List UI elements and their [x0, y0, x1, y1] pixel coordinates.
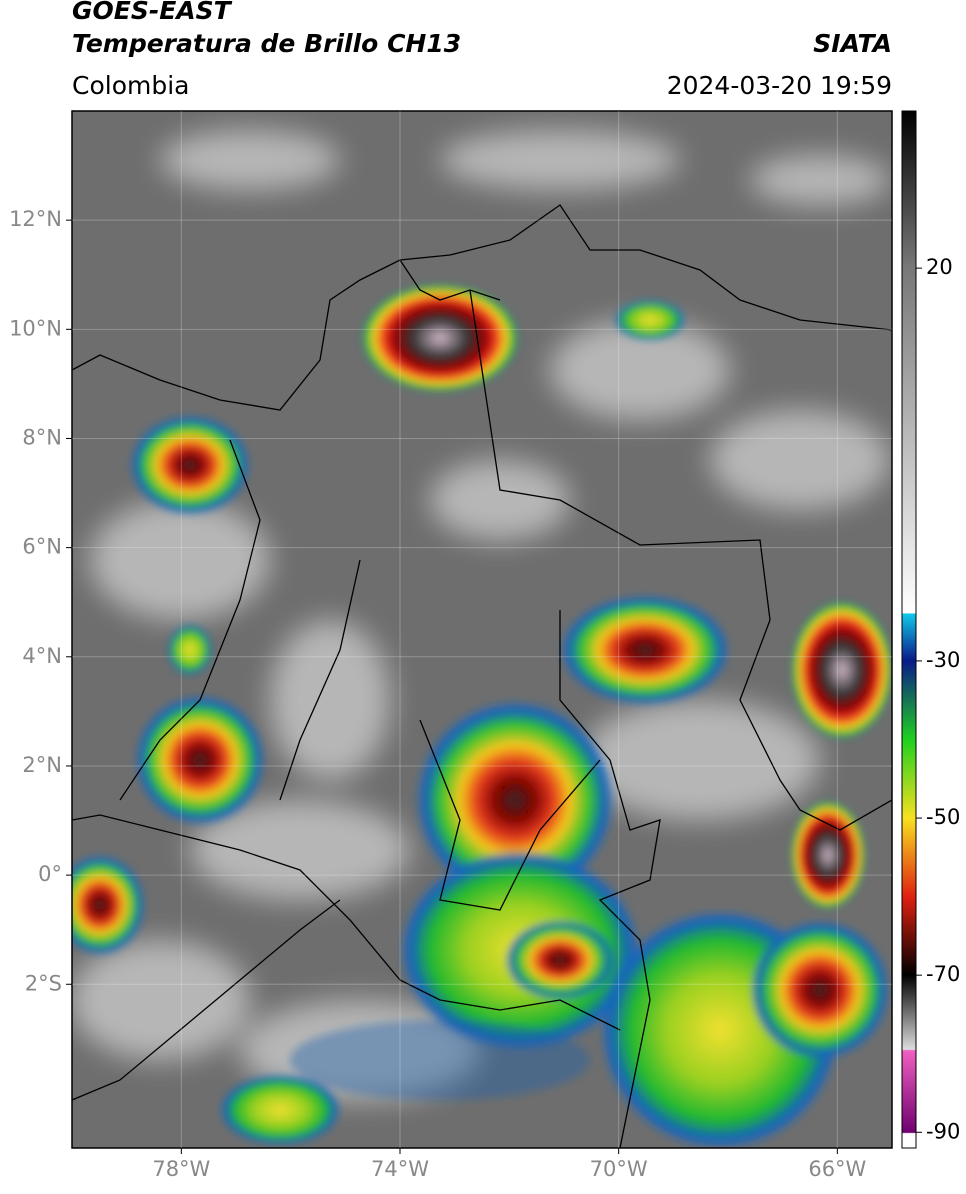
subtitle: Temperatura de Brillo CH13: [72, 29, 461, 58]
datetime: 2024-03-20 19:59: [667, 71, 892, 100]
x-tick-label: 66°W: [808, 1157, 866, 1181]
colorbar: [901, 110, 917, 1149]
colorbar-tick-label: -90: [926, 1119, 960, 1143]
y-tick-label: 2°N: [22, 753, 62, 777]
y-tick-label: 6°N: [22, 535, 62, 559]
y-tick-label: 10°N: [9, 316, 62, 340]
colorbar-tick-label: -50: [926, 805, 960, 829]
map-frame: [71, 110, 893, 1149]
satellite-image: [72, 111, 892, 1148]
source: SIATA: [813, 29, 892, 58]
y-tick-label: 8°N: [22, 425, 62, 449]
y-tick-label: 2°S: [25, 971, 62, 995]
borders: [72, 204, 892, 1148]
colorbar-tick-label: -30: [926, 648, 960, 672]
colorbar-tick-label: -70: [926, 962, 960, 986]
y-tick-label: 12°N: [9, 207, 62, 231]
y-tick-label: 0°: [38, 862, 62, 886]
region: Colombia: [72, 71, 189, 100]
colorbar-tick-label: 20: [926, 255, 953, 279]
x-tick-label: 70°W: [590, 1157, 648, 1181]
title: GOES-EAST: [72, 0, 233, 25]
x-tick-label: 74°W: [371, 1157, 429, 1181]
y-tick-label: 4°N: [22, 644, 62, 668]
x-tick-label: 78°W: [152, 1157, 210, 1181]
